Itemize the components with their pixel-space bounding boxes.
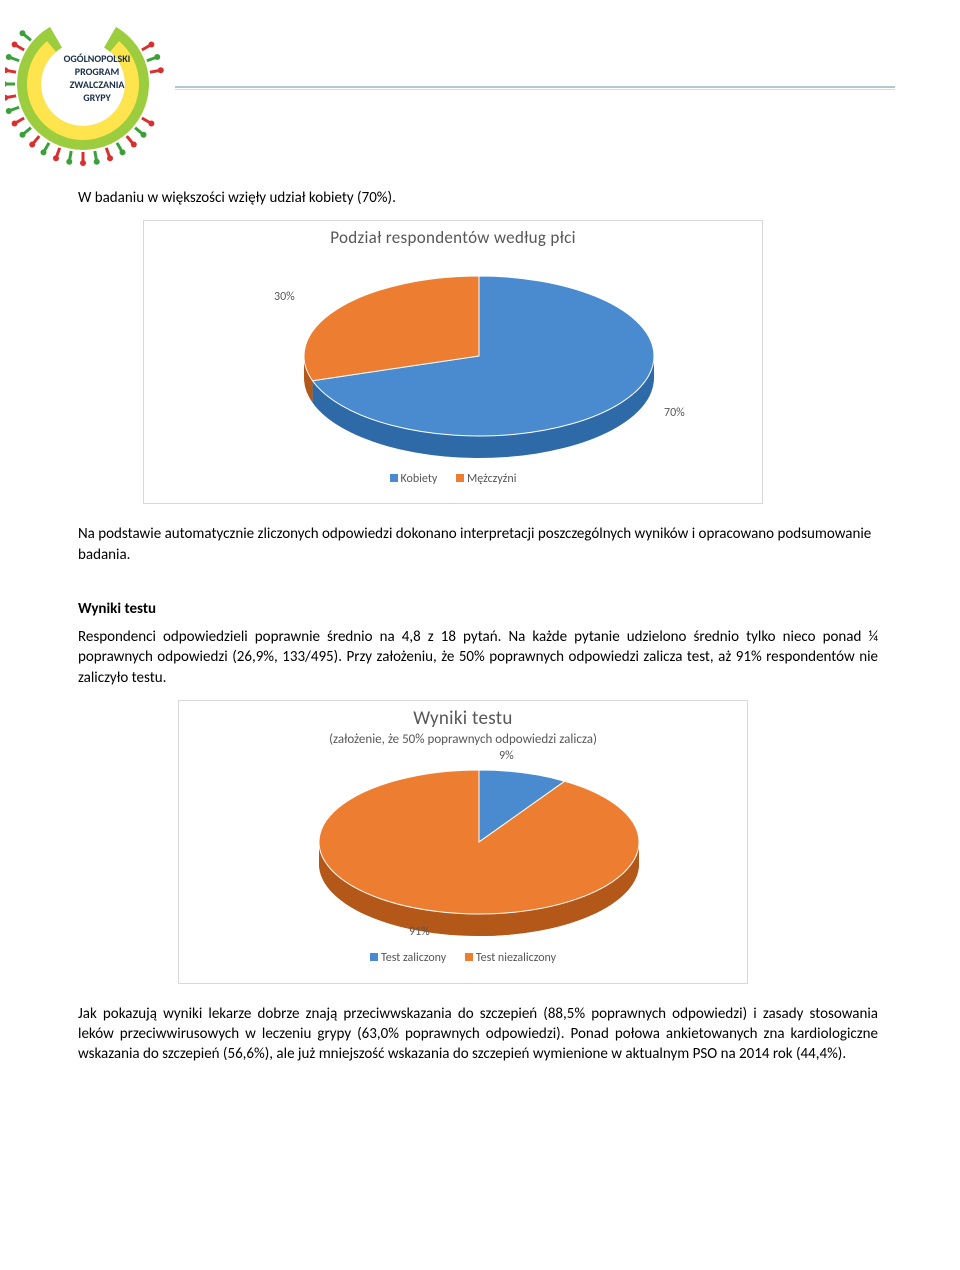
logo-text-3: ZWALCZANIA [70,78,126,91]
chart1-legend-1: Mężczyźni [467,472,516,486]
chart1-legend-0: Kobiety [401,472,438,486]
paragraph-results: Respondenci odpowiedzieli poprawnie śred… [78,627,878,688]
chart-test-results: Wyniki testu (założenie, że 50% poprawny… [178,700,748,984]
chart2-subtitle: (założenie, że 50% poprawnych odpowiedzi… [179,732,747,747]
header-rule [175,86,895,90]
chart2-slice-label-1: 91% [409,925,430,939]
chart2-legend-0: Test zaliczony [381,951,446,965]
paragraph-analysis: Jak pokazują wyniki lekarze dobrze znają… [78,1004,878,1065]
chart2-title: Wyniki testu [179,707,747,730]
chart-gender-distribution: Podział respondentów według płci 30% 70%… [143,220,763,504]
chart1-legend: Kobiety Mężczyźni [144,472,762,486]
logo-text-4: GRYPY [83,91,111,104]
chart2-legend-1: Test niezaliczony [476,951,556,965]
document-body: W badaniu w większości wzięły udział kob… [78,188,878,1073]
chart1-slice-label-1: 30% [274,290,295,304]
chart1-slice-label-0: 70% [664,406,685,420]
chart1-title: Podział respondentów według płci [144,227,762,248]
paragraph-intro: W badaniu w większości wzięły udział kob… [78,188,878,208]
logo-text-1: OGÓLNOPOLSKI [64,52,131,65]
chart2-slice-label-0: 9% [499,749,514,763]
logo-text-2: PROGRAM [75,65,120,78]
paragraph-method: Na podstawie automatycznie zliczonych od… [78,524,878,565]
program-logo: OGÓLNOPOLSKI PROGRAM ZWALCZANIA GRYPY [5,2,170,167]
section-heading: Wyniki testu [78,599,878,619]
chart2-legend: Test zaliczony Test niezaliczony [179,951,747,965]
